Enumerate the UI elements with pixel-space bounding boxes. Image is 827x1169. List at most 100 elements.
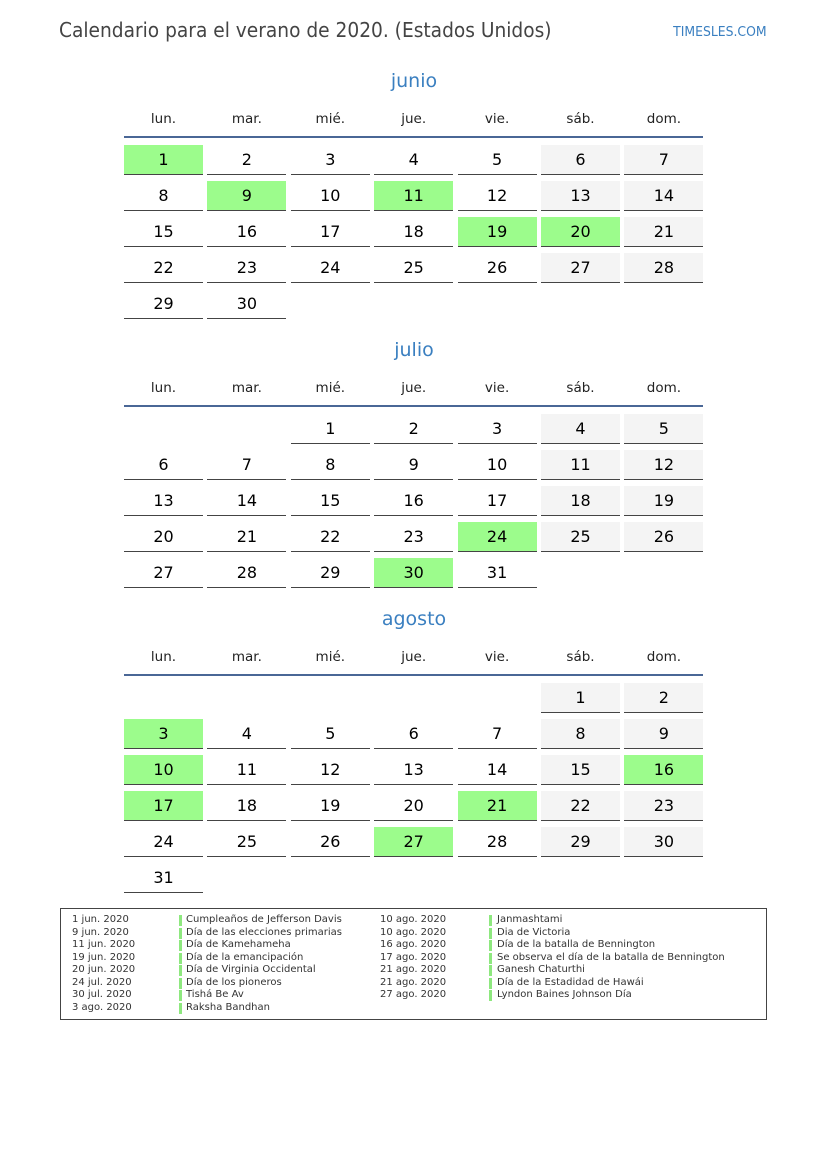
holiday-day-cell[interactable]: 11 [374, 181, 454, 211]
holiday-day-cell[interactable]: 16 [624, 755, 704, 785]
day-cell[interactable]: 28 [624, 253, 704, 283]
day-cell[interactable]: 13 [374, 755, 454, 785]
holiday-day-cell[interactable]: 21 [457, 791, 537, 821]
day-cell[interactable]: 1 [290, 414, 370, 444]
day-cell[interactable]: 30 [207, 289, 287, 319]
day-cell[interactable]: 20 [374, 791, 454, 821]
day-cell[interactable]: 10 [457, 450, 537, 480]
holiday-color-marker [179, 990, 182, 1001]
holiday-day-cell[interactable]: 1 [124, 145, 203, 175]
day-cell[interactable]: 23 [624, 791, 704, 821]
day-cell[interactable]: 22 [124, 253, 203, 283]
day-cell[interactable]: 2 [207, 145, 287, 175]
holiday-color-marker [179, 915, 182, 926]
day-cell[interactable]: 10 [290, 181, 370, 211]
day-cell[interactable]: 6 [374, 719, 454, 749]
day-cell[interactable]: 31 [457, 558, 537, 588]
legend-holiday-name: Se observa el día de la batalla de Benni… [497, 951, 725, 963]
day-cell[interactable]: 13 [541, 181, 620, 211]
holiday-day-cell[interactable]: 17 [124, 791, 203, 821]
day-cell[interactable]: 27 [541, 253, 620, 283]
day-cell[interactable]: 7 [624, 145, 704, 175]
day-cell[interactable]: 20 [124, 522, 203, 552]
header-divider [124, 674, 703, 676]
day-cell[interactable]: 15 [290, 486, 370, 516]
day-cell[interactable]: 17 [290, 217, 370, 247]
day-cell[interactable]: 28 [457, 827, 537, 857]
day-cell[interactable]: 12 [624, 450, 704, 480]
day-cell[interactable]: 6 [124, 450, 203, 480]
day-cell[interactable]: 14 [457, 755, 537, 785]
day-cell[interactable]: 5 [290, 719, 370, 749]
day-cell[interactable]: 9 [624, 719, 704, 749]
day-cell[interactable]: 25 [541, 522, 620, 552]
holiday-day-cell[interactable]: 24 [457, 522, 537, 552]
day-cell[interactable]: 3 [457, 414, 537, 444]
weekday-header: lun. [150, 649, 177, 665]
holiday-color-marker [179, 940, 182, 951]
holiday-day-cell[interactable]: 3 [124, 719, 203, 749]
day-cell[interactable]: 8 [541, 719, 620, 749]
day-cell[interactable]: 15 [541, 755, 620, 785]
day-cell[interactable]: 31 [124, 863, 203, 893]
day-cell[interactable]: 13 [124, 486, 203, 516]
day-cell[interactable]: 26 [624, 522, 704, 552]
day-cell[interactable]: 17 [457, 486, 537, 516]
day-cell[interactable]: 4 [207, 719, 287, 749]
day-cell[interactable]: 5 [457, 145, 537, 175]
legend-date: 30 jul. 2020 [72, 989, 132, 1000]
day-cell[interactable]: 29 [290, 558, 370, 588]
day-cell[interactable]: 23 [374, 522, 454, 552]
day-cell[interactable]: 7 [457, 719, 537, 749]
day-cell[interactable]: 3 [290, 145, 370, 175]
day-cell[interactable]: 9 [374, 450, 454, 480]
day-cell[interactable]: 22 [290, 522, 370, 552]
day-cell[interactable]: 7 [207, 450, 287, 480]
day-cell[interactable]: 18 [374, 217, 454, 247]
day-cell[interactable]: 12 [457, 181, 537, 211]
brand-link[interactable]: TIMESLES.COM [673, 24, 767, 40]
day-cell[interactable]: 30 [624, 827, 704, 857]
day-cell[interactable]: 29 [124, 289, 203, 319]
day-cell[interactable]: 11 [541, 450, 620, 480]
day-cell[interactable]: 16 [207, 217, 287, 247]
day-cell[interactable]: 8 [124, 181, 203, 211]
day-cell[interactable]: 19 [624, 486, 704, 516]
day-cell[interactable]: 27 [124, 558, 203, 588]
day-cell[interactable]: 23 [207, 253, 287, 283]
day-cell[interactable]: 11 [207, 755, 287, 785]
day-cell[interactable]: 21 [624, 217, 704, 247]
day-cell[interactable]: 22 [541, 791, 620, 821]
day-cell[interactable]: 29 [541, 827, 620, 857]
day-cell[interactable]: 21 [207, 522, 287, 552]
holiday-day-cell[interactable]: 19 [457, 217, 537, 247]
day-cell[interactable]: 24 [124, 827, 203, 857]
day-cell[interactable]: 4 [374, 145, 454, 175]
day-cell[interactable]: 6 [541, 145, 620, 175]
holiday-day-cell[interactable]: 9 [207, 181, 287, 211]
day-cell[interactable]: 26 [457, 253, 537, 283]
day-cell[interactable]: 12 [290, 755, 370, 785]
day-cell[interactable]: 4 [541, 414, 620, 444]
holiday-day-cell[interactable]: 30 [374, 558, 454, 588]
holiday-day-cell[interactable]: 20 [541, 217, 620, 247]
day-cell[interactable]: 5 [624, 414, 704, 444]
day-cell[interactable]: 25 [374, 253, 454, 283]
day-cell[interactable]: 14 [207, 486, 287, 516]
day-cell[interactable]: 18 [541, 486, 620, 516]
holiday-day-cell[interactable]: 27 [374, 827, 454, 857]
day-cell[interactable]: 18 [207, 791, 287, 821]
day-cell[interactable]: 2 [374, 414, 454, 444]
day-cell[interactable]: 25 [207, 827, 287, 857]
day-cell[interactable]: 14 [624, 181, 704, 211]
day-cell[interactable]: 16 [374, 486, 454, 516]
day-cell[interactable]: 2 [624, 683, 704, 713]
day-cell[interactable]: 1 [541, 683, 620, 713]
holiday-day-cell[interactable]: 10 [124, 755, 203, 785]
day-cell[interactable]: 15 [124, 217, 203, 247]
day-cell[interactable]: 8 [290, 450, 370, 480]
day-cell[interactable]: 24 [290, 253, 370, 283]
day-cell[interactable]: 26 [290, 827, 370, 857]
day-cell[interactable]: 19 [290, 791, 370, 821]
day-cell[interactable]: 28 [207, 558, 287, 588]
